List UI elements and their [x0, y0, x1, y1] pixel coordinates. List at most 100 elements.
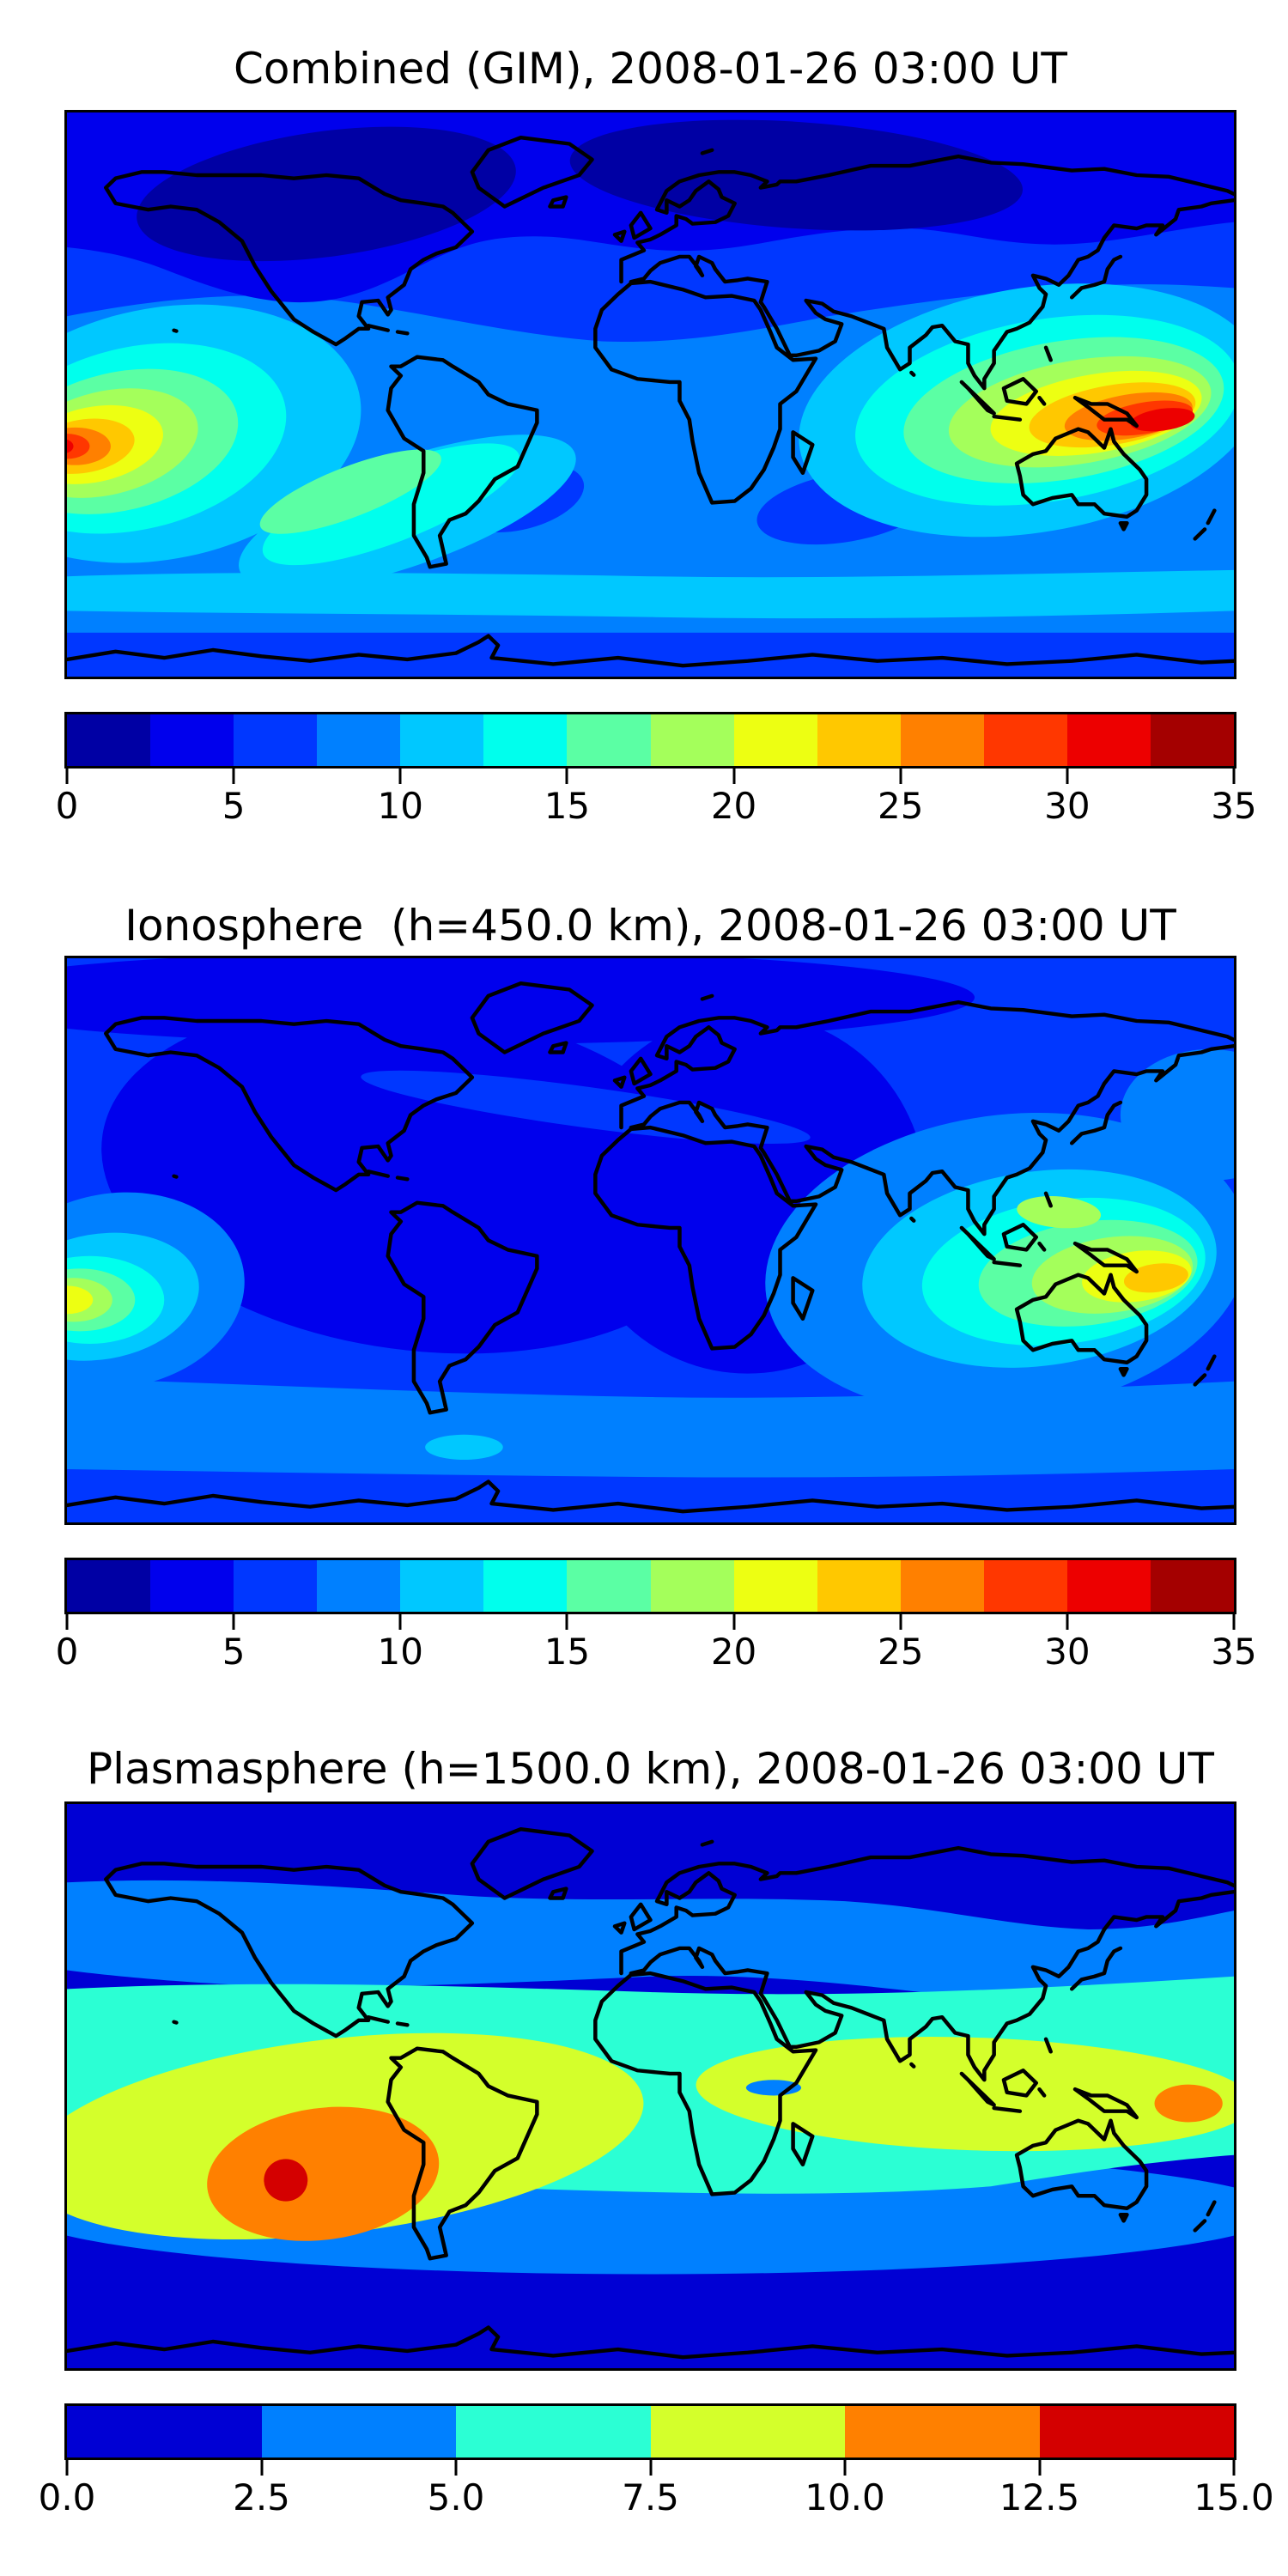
- colorbar-segment: [900, 1560, 984, 1612]
- map-combined-gim-svg: [67, 112, 1234, 677]
- colorbar-tick-label: 15: [544, 1631, 591, 1673]
- colorbar-tick-label: 20: [710, 785, 757, 827]
- hotspot-red-core: [264, 2159, 308, 2202]
- colorbar-segment: [845, 2406, 1040, 2458]
- colorbar-segment: [150, 714, 234, 766]
- colorbar-tick: [260, 2460, 263, 2476]
- colorbar-tick-label: 5: [222, 785, 246, 827]
- colorbar-tick-label: 5: [222, 1631, 246, 1673]
- hotspot-orange: [207, 2084, 1223, 2241]
- colorbar-segment: [650, 2406, 845, 2458]
- colorbar-segment: [67, 714, 151, 766]
- colorbar-tick: [1038, 2460, 1041, 2476]
- colorbar-tick: [1066, 769, 1069, 784]
- colorbar-segment: [650, 714, 734, 766]
- colorbar-tick: [565, 1614, 568, 1630]
- colorbar-tick-label: 10: [377, 785, 424, 827]
- colorbar-tick: [232, 769, 235, 784]
- colorbar-bar: [64, 2403, 1236, 2460]
- colorbar-tick: [899, 1614, 902, 1630]
- colorbar-tick-label: 0: [55, 1631, 79, 1673]
- colorbar-segment: [817, 1560, 901, 1612]
- colorbar-segment: [317, 1560, 401, 1612]
- panel-1-title: Combined (GIM), 2008-01-26 03:00 UT: [234, 44, 1067, 94]
- colorbar-segment: [483, 1560, 568, 1612]
- colorbar-tick-label: 20: [710, 1631, 757, 1673]
- colorbar-tick: [1232, 1614, 1236, 1630]
- colorbar-segment: [567, 1560, 651, 1612]
- colorbar-combined-gim: 0 5 10 15 20 25 30 35: [56, 712, 1257, 836]
- hotspot-cores: [67, 1250, 1192, 1315]
- colorbar-tick-label: 35: [1211, 785, 1257, 827]
- colorbar-tick: [1232, 769, 1236, 784]
- colorbar-labels: 0.0 2.5 5.0 7.5 10.0 12.5 15.0: [39, 2476, 1274, 2523]
- colorbar-tick: [398, 1614, 402, 1630]
- colorbar-tick: [65, 1614, 69, 1630]
- colorbar-segment: [261, 2406, 456, 2458]
- colorbar-tick: [732, 1614, 736, 1630]
- colorbar-tick-label: 2.5: [233, 2476, 290, 2518]
- colorbar-tick: [454, 2460, 458, 2476]
- map-ionosphere-svg: [67, 958, 1234, 1522]
- colorbar-ticks: [65, 1614, 1236, 1630]
- map-ionosphere: [64, 956, 1236, 1525]
- colorbar-segment: [650, 1560, 734, 1612]
- colorbar-segment: [733, 714, 817, 766]
- colorbar-segment: [317, 714, 401, 766]
- colorbar-labels: 0 5 10 15 20 25 30 35: [56, 1631, 1257, 1677]
- colorbar-tick-label: 30: [1044, 785, 1091, 827]
- colorbar-segment: [567, 714, 651, 766]
- colorbar-tick: [899, 769, 902, 784]
- panel-3-title: Plasmasphere (h=1500.0 km), 2008-01-26 0…: [87, 1744, 1214, 1794]
- colorbar-ticks: [65, 2460, 1236, 2476]
- colorbar-segment: [1066, 714, 1151, 766]
- colorbar-tick: [649, 2460, 652, 2476]
- colorbar-segment: [400, 1560, 484, 1612]
- colorbar-tick-label: 10: [377, 1631, 424, 1673]
- colorbar-tick: [1066, 1614, 1069, 1630]
- colorbar-tick: [398, 769, 402, 784]
- colorbar-tick-label: 12.5: [999, 2476, 1080, 2518]
- colorbar-segment: [150, 1560, 234, 1612]
- colorbar-ticks: [65, 769, 1236, 784]
- colorbar-segment: [483, 714, 568, 766]
- colorbar-tick: [565, 769, 568, 784]
- colorbar-tick-label: 0.0: [38, 2476, 96, 2518]
- colorbar-segment: [234, 1560, 318, 1612]
- colorbar-segment: [1151, 1560, 1235, 1612]
- colorbar-tick: [732, 769, 736, 784]
- colorbar-bar: [64, 712, 1236, 769]
- colorbar-segment: [983, 1560, 1067, 1612]
- colorbar-tick: [65, 769, 69, 784]
- colorbar-segment: [67, 1560, 151, 1612]
- colorbar-tick: [1232, 2460, 1236, 2476]
- colorbar-tick: [232, 1614, 235, 1630]
- colorbar-segment: [900, 714, 984, 766]
- colorbar-tick-label: 7.5: [622, 2476, 679, 2518]
- colorbar-tick-label: 25: [877, 1631, 924, 1673]
- colorbar-segment: [733, 1560, 817, 1612]
- colorbar-ionosphere: 0 5 10 15 20 25 30 35: [56, 1558, 1257, 1682]
- colorbar-tick-label: 5.0: [427, 2476, 485, 2518]
- colorbar-tick-label: 0: [55, 785, 79, 827]
- colorbar-tick-label: 15.0: [1194, 2476, 1274, 2518]
- colorbar-plasmasphere: 0.0 2.5 5.0 7.5 10.0 12.5 15.0: [39, 2403, 1274, 2528]
- colorbar-segment: [400, 714, 484, 766]
- colorbar-segment: [1039, 2406, 1234, 2458]
- colorbar-tick: [65, 2460, 69, 2476]
- colorbar-segment: [1151, 714, 1235, 766]
- colorbar-tick-label: 10.0: [805, 2476, 885, 2518]
- colorbar-segment: [456, 2406, 651, 2458]
- colorbar-bar: [64, 1558, 1236, 1614]
- panel-2-title: Ionosphere (h=450.0 km), 2008-01-26 03:0…: [125, 901, 1176, 951]
- colorbar-tick-label: 30: [1044, 1631, 1091, 1673]
- colorbar-segment: [67, 2406, 262, 2458]
- map-plasmasphere-svg: [67, 1804, 1234, 2368]
- colorbar-tick-label: 15: [544, 785, 591, 827]
- colorbar-segment: [234, 714, 318, 766]
- colorbar-tick-label: 25: [877, 785, 924, 827]
- colorbar-segment: [1066, 1560, 1151, 1612]
- colorbar-labels: 0 5 10 15 20 25 30 35: [56, 785, 1257, 831]
- colorbar-tick-label: 35: [1211, 1631, 1257, 1673]
